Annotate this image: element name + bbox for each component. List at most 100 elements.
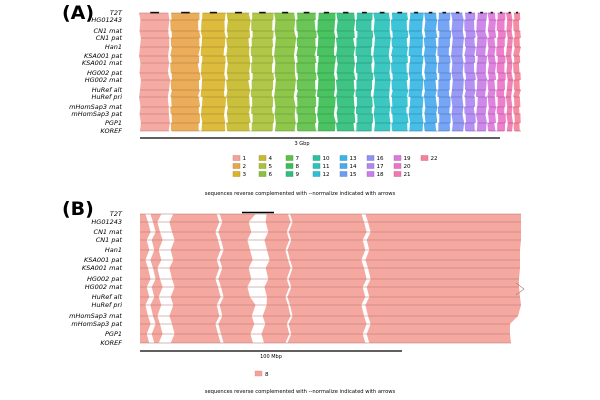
panel-a-alignment-band	[505, 97, 513, 107]
panel-a-legend-swatch	[339, 163, 348, 169]
panel-a-alignment-band	[355, 90, 372, 97]
panel-b-alignment-band	[150, 214, 162, 222]
panel-a-alignment-band	[487, 97, 496, 107]
panel-a-alignment-band	[506, 114, 513, 123]
panel-a-chromosome-20	[496, 11, 506, 132]
panel-a-chromosome-8	[316, 11, 336, 132]
panel-a-legend-label: 7	[296, 156, 300, 162]
panel-a-alignment-band	[487, 38, 496, 47]
panel-b-alignment-band	[170, 250, 221, 260]
panel-a-alignment-band	[505, 47, 513, 56]
panel-a-alignment-band	[439, 31, 452, 38]
panel-a-alignment-band	[139, 107, 169, 114]
panel-a-alignment-band	[139, 31, 170, 38]
panel-b-alignment-band	[265, 214, 291, 222]
panel-a-legend-swatch	[393, 171, 402, 177]
panel-a-alignment-band	[316, 90, 335, 97]
panel-b-alignment-band	[288, 268, 367, 279]
panel-a-centromere-mark	[362, 11, 367, 14]
panel-a-alignment-band	[513, 80, 520, 90]
panel-a-alignment-band	[506, 20, 513, 31]
panel-a-alignment-band	[423, 123, 437, 131]
panel-a-alignment-band	[274, 20, 296, 31]
panel-b-alignment-band	[170, 334, 221, 343]
panel-a-centromere-mark	[303, 11, 310, 14]
panel-b-row-label: HuRef alt	[92, 293, 123, 301]
panel-a-alignment-band	[390, 63, 407, 73]
panel-b-alignment-band	[366, 334, 511, 343]
panel-a-alignment-band	[476, 107, 487, 114]
panel-a-alignment-band	[506, 38, 513, 47]
panel-a-row-label: HuRef pri	[92, 93, 123, 101]
panel-a-alignment-band	[335, 80, 355, 90]
panel-a-alignment-band	[424, 31, 438, 38]
panel-a-alignment-band	[317, 123, 336, 131]
panel-a-alignment-band	[497, 38, 505, 47]
panel-a-chromosome-21	[505, 11, 514, 132]
panel-a-chromosome-17	[464, 11, 476, 132]
panel-b-alignment-band	[151, 287, 163, 297]
panel-a-alignment-band	[355, 47, 372, 56]
panel-a-alignment-band	[513, 90, 521, 97]
panel-a-legend-label: 14	[350, 164, 358, 170]
panel-b-alignment-band	[288, 232, 367, 240]
panel-b-alignment-band	[150, 260, 162, 268]
panel-a-alignment-band	[451, 56, 464, 63]
panel-a-alignment-band	[252, 56, 274, 63]
panel-a-alignment-band	[487, 13, 496, 20]
panel-a-alignment-band	[201, 63, 226, 73]
panel-a-alignment-band	[373, 107, 391, 114]
panel-a-alignment-band	[451, 114, 465, 123]
panel-a-alignment-band	[171, 97, 201, 107]
panel-a-alignment-band	[451, 20, 464, 31]
panel-b-alignment-band	[170, 287, 221, 297]
panel-a-alignment-band	[488, 114, 497, 123]
panel-a-alignment-band	[464, 38, 476, 47]
panel-b-alignment-band	[264, 240, 290, 250]
panel-a-alignment-band	[356, 63, 372, 73]
panel-a-centromere-mark	[181, 11, 190, 14]
panel-a-alignment-band	[465, 114, 476, 123]
panel-a-alignment-band	[274, 63, 295, 73]
panel-a-alignment-band	[374, 123, 391, 131]
panel-b-alignment-band	[140, 297, 150, 305]
panel-a-alignment-band	[227, 31, 251, 38]
panel-b-alignment-band	[267, 250, 288, 260]
panel-a-legend-swatch	[393, 163, 402, 169]
panel-a-alignment-band	[251, 38, 274, 47]
panel-a-alignment-band	[296, 63, 316, 73]
panel-a-alignment-band	[514, 31, 521, 38]
panel-a-alignment-band	[439, 114, 451, 123]
panel-a-alignment-band	[496, 20, 505, 31]
panel-a-alignment-band	[409, 56, 424, 63]
panel-a-centromere-mark	[455, 11, 460, 14]
panel-b-alignment-band	[265, 260, 291, 268]
panel-a-alignment-band	[356, 56, 373, 63]
panel-a-alignment-band	[408, 31, 424, 38]
panel-a-alignment-band	[451, 80, 464, 90]
panel-a-row-label: HG01243	[91, 16, 122, 24]
panel-a-chromosome-22	[513, 11, 521, 132]
panel-a-alignment-band	[274, 97, 296, 107]
panel-a-row-label: PGP1	[105, 119, 122, 127]
panel-a-footnote: sequences reverse complemented with --no…	[205, 191, 396, 197]
panel-b-alignment-band	[261, 334, 290, 343]
panel-a-alignment-band	[252, 13, 274, 20]
panel-a-alignment-band	[451, 13, 464, 20]
panel-a-legend-label: 9	[296, 172, 300, 178]
panel-b-alignment-band	[140, 268, 151, 279]
panel-b-alignment-band	[287, 297, 366, 305]
panel-b-alignment-band	[169, 305, 220, 316]
panel-a-centromere-mark	[499, 11, 503, 14]
panel-a-alignment-band	[170, 80, 200, 90]
panel-a-alignment-band	[171, 13, 200, 20]
panel-a-legend-swatch	[339, 155, 348, 161]
panel-a-alignment-band	[296, 47, 317, 56]
panel-a-alignment-band	[297, 56, 317, 63]
panel-b-alignment-band	[366, 324, 510, 334]
panel-b-alignment-band	[264, 232, 290, 240]
panel-b-alignment-band	[140, 240, 150, 250]
panel-a-alignment-band	[513, 56, 521, 63]
panel-a-alignment-band	[250, 90, 273, 97]
